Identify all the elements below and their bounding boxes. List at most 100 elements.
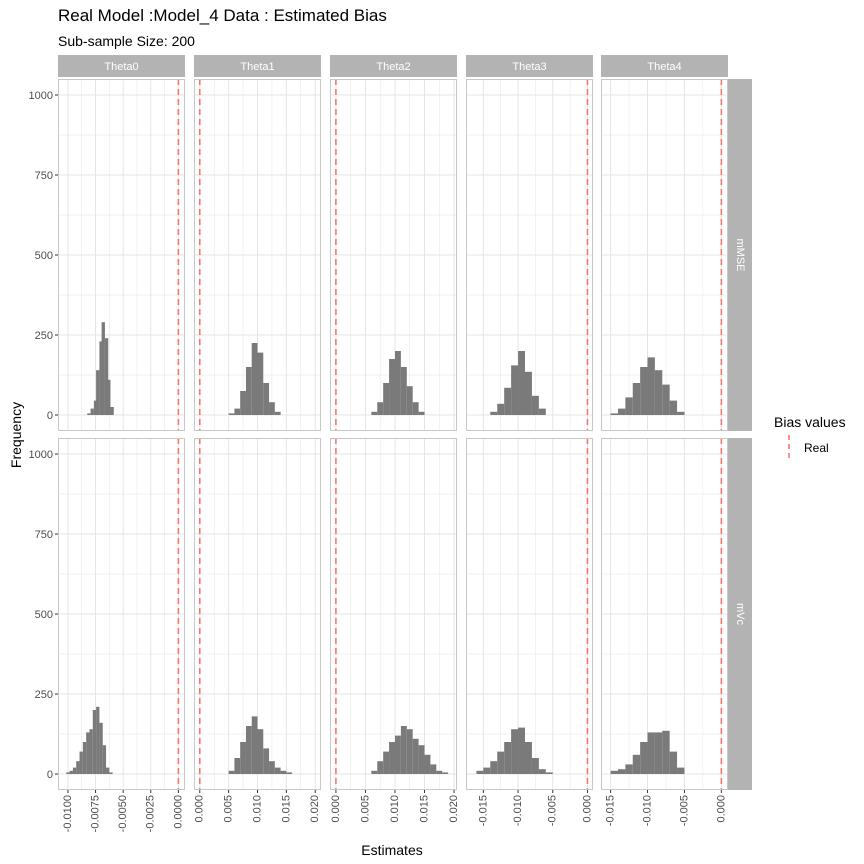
x-tick-label: 0.000 <box>715 795 727 823</box>
histogram-bar <box>102 745 107 774</box>
histogram-bar <box>109 772 113 774</box>
histogram-bar <box>93 400 98 415</box>
histogram-bar <box>90 408 94 415</box>
histogram-bar <box>92 710 97 774</box>
histogram-bar <box>518 727 525 774</box>
x-tick-label: 0.005 <box>359 795 371 823</box>
x-tick-label: -0.010 <box>512 795 524 826</box>
histogram-bar <box>412 402 419 415</box>
histogram-bar <box>617 769 626 774</box>
facet-strip-theta3 <box>466 55 593 77</box>
histogram-bar <box>632 754 641 774</box>
x-tick-label: 0.015 <box>418 795 430 823</box>
facet-strip-mvc <box>728 438 752 790</box>
histogram-bar <box>504 742 512 774</box>
histogram-bar <box>518 351 525 415</box>
histogram-bar <box>106 767 110 774</box>
histogram-bar <box>82 742 87 774</box>
histogram-bar <box>234 758 241 774</box>
x-tick-label: 0.000 <box>194 795 206 823</box>
x-tick-label: -0.0025 <box>145 795 157 832</box>
histogram-bar <box>389 359 395 415</box>
histogram-bar <box>87 413 91 415</box>
histogram-bar <box>269 402 275 415</box>
histogram-bar <box>234 408 241 415</box>
panel-border <box>58 79 185 431</box>
histogram-bar <box>647 732 655 774</box>
y-tick-label: 0 <box>47 410 53 422</box>
histogram-bar <box>490 411 498 415</box>
panel-border <box>330 79 457 431</box>
histogram-bar <box>524 371 532 415</box>
histogram-bar <box>371 770 378 774</box>
y-tick-label: 500 <box>35 250 53 262</box>
histogram-bar <box>545 772 553 774</box>
panel-border <box>58 438 185 790</box>
facet-strip-label: Theta2 <box>376 61 410 73</box>
x-tick-label: -0.015 <box>477 795 489 826</box>
histogram-bar <box>640 367 648 415</box>
histogram-bar <box>245 367 252 415</box>
legend-key-real <box>788 435 790 459</box>
histogram-bar <box>394 735 401 774</box>
histogram-bar <box>89 729 93 774</box>
histogram-bar <box>269 761 275 774</box>
histogram-bar <box>394 351 401 415</box>
y-tick-label: 1000 <box>29 449 53 461</box>
histogram-bar <box>490 761 498 774</box>
histogram-bar <box>96 370 100 415</box>
histogram-bar <box>632 383 641 415</box>
histogram-bar <box>72 767 77 774</box>
histogram-bar <box>79 751 83 774</box>
histogram-bar <box>406 386 413 415</box>
y-tick-label: 1000 <box>29 90 53 102</box>
chart-subtitle: Sub-sample Size: 200 <box>58 33 195 49</box>
x-tick-label: -0.005 <box>678 795 690 826</box>
histogram-bar <box>107 379 111 415</box>
histogram-bar <box>263 383 270 415</box>
histogram-bar <box>69 770 73 774</box>
y-tick-label: 250 <box>35 330 53 342</box>
histogram-bar <box>662 730 670 774</box>
panel-border <box>466 79 593 431</box>
histogram-bar <box>274 767 281 774</box>
legend-title: Bias values <box>774 414 846 430</box>
histogram-bar <box>504 387 512 415</box>
histogram-bar <box>412 738 419 774</box>
histogram-bar <box>104 338 109 415</box>
histogram-bar <box>442 772 449 774</box>
histogram-bar <box>96 706 100 774</box>
histogram-bar <box>538 769 546 774</box>
histogram-bar <box>436 770 443 774</box>
histogram-bar <box>280 770 287 774</box>
panel-border <box>601 79 728 431</box>
histogram-bar <box>654 370 663 415</box>
histogram-bar <box>511 729 519 774</box>
histogram-bar <box>610 413 618 415</box>
histogram-bar <box>76 761 80 774</box>
histogram-bar <box>383 751 390 774</box>
histogram-bar <box>497 751 505 774</box>
x-tick-label: 0.0000 <box>172 795 184 829</box>
histogram-bar <box>263 748 270 774</box>
histogram-bar <box>677 767 685 774</box>
facet-strip-theta2 <box>330 55 457 77</box>
x-tick-label: 0.010 <box>251 795 263 823</box>
x-tick-label: -0.010 <box>641 795 653 826</box>
facet-strip-mmse <box>728 79 752 431</box>
histogram-bar <box>640 742 648 774</box>
y-tick-label: 500 <box>35 609 53 621</box>
facet-strip-label: Theta1 <box>240 61 274 73</box>
histogram-bar <box>228 770 235 774</box>
histogram-bar <box>483 767 491 774</box>
histogram-bar <box>377 761 384 774</box>
y-tick-label: 750 <box>35 529 53 541</box>
histogram-bar <box>377 402 384 415</box>
facet-strip-label: Theta4 <box>647 61 681 73</box>
histogram-bar <box>371 411 378 415</box>
histogram-bar <box>86 732 90 774</box>
histogram-bar <box>99 722 103 774</box>
x-tick-label: -0.005 <box>547 795 559 826</box>
histogram-bar <box>430 764 437 774</box>
